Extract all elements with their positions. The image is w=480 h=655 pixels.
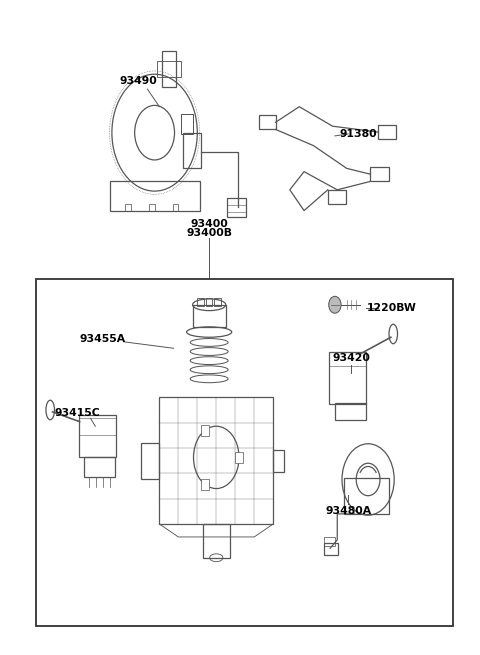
Bar [371,167,388,181]
Bar [79,415,116,457]
Bar [180,115,192,134]
Bar [157,61,180,77]
Bar [227,198,246,217]
Circle shape [329,296,341,313]
Bar [192,305,226,328]
Bar [36,279,454,626]
Text: 93420: 93420 [333,353,371,363]
Text: 93400: 93400 [190,219,228,229]
Bar [203,524,229,557]
Bar [235,452,243,462]
Bar [324,536,335,546]
Text: 1220BW: 1220BW [367,303,417,313]
Bar [335,403,366,420]
Bar [215,298,221,306]
Text: 93400B: 93400B [186,229,232,238]
Bar [344,478,389,514]
Bar [324,543,338,555]
Bar [201,425,209,436]
Bar [329,352,366,404]
Bar [273,449,284,472]
Text: 93455A: 93455A [79,334,125,344]
Bar [173,204,179,211]
Text: 91380: 91380 [340,129,377,139]
Bar [141,443,159,479]
Bar [109,181,200,211]
Bar [328,190,346,204]
Bar [159,398,273,524]
Bar [259,115,276,130]
Bar [206,298,213,306]
Text: 93415C: 93415C [55,408,101,419]
Bar [183,133,201,168]
Bar [125,204,131,211]
Text: 93480A: 93480A [325,506,371,515]
Bar [149,204,155,211]
Bar [201,479,209,489]
Text: 93490: 93490 [119,76,157,86]
Bar [378,125,396,139]
Bar [197,298,204,306]
Bar [162,52,176,87]
Bar [84,457,115,477]
